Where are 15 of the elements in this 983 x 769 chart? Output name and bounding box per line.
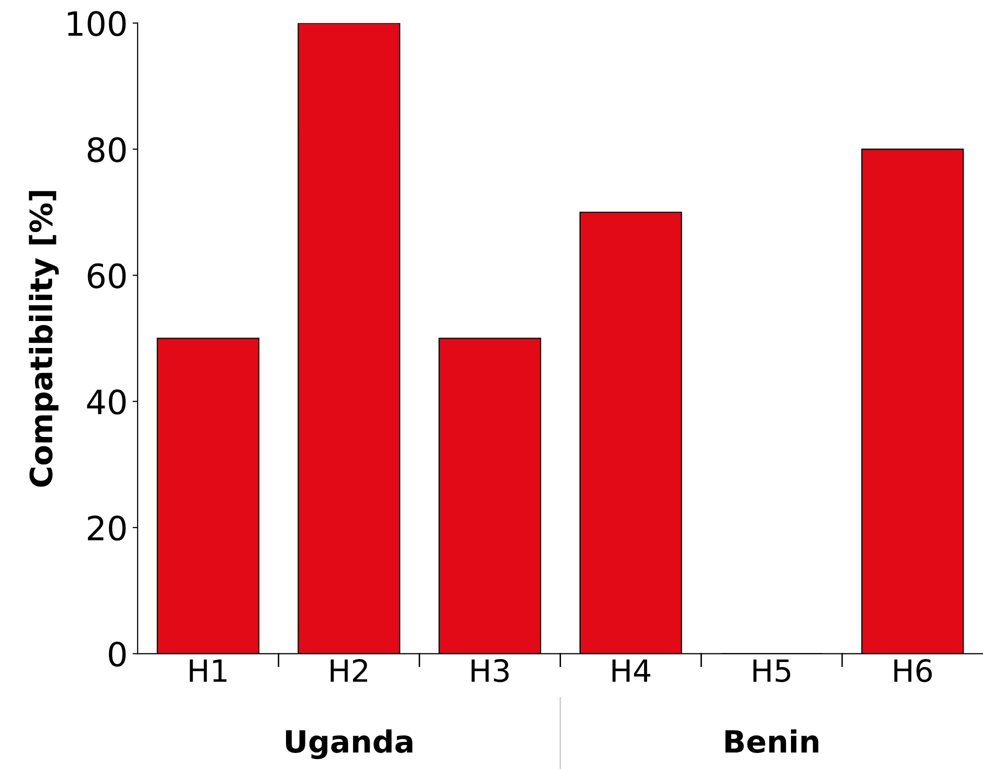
text: Uganda: [286, 729, 412, 760]
x-tick-label: H6: [894, 659, 932, 682]
x-tick-label: H2: [330, 659, 368, 682]
y-tick-label: 40: [87, 389, 126, 415]
text: Benin: [725, 729, 818, 753]
x-tick-label: H1: [190, 659, 226, 682]
y-tick-label: 20: [88, 515, 126, 541]
y-axis-title: Compatibility [%]: [28, 191, 59, 487]
y-tick-label: 0: [108, 642, 126, 667]
x-tick-label: H5: [753, 659, 790, 682]
y-tick-label: 80: [88, 137, 126, 162]
x-tick-label: H4: [612, 659, 650, 682]
x-tick-label: H3: [472, 659, 509, 682]
y-tick-label: 100: [68, 10, 126, 36]
y-tick-label: 60: [88, 263, 126, 288]
